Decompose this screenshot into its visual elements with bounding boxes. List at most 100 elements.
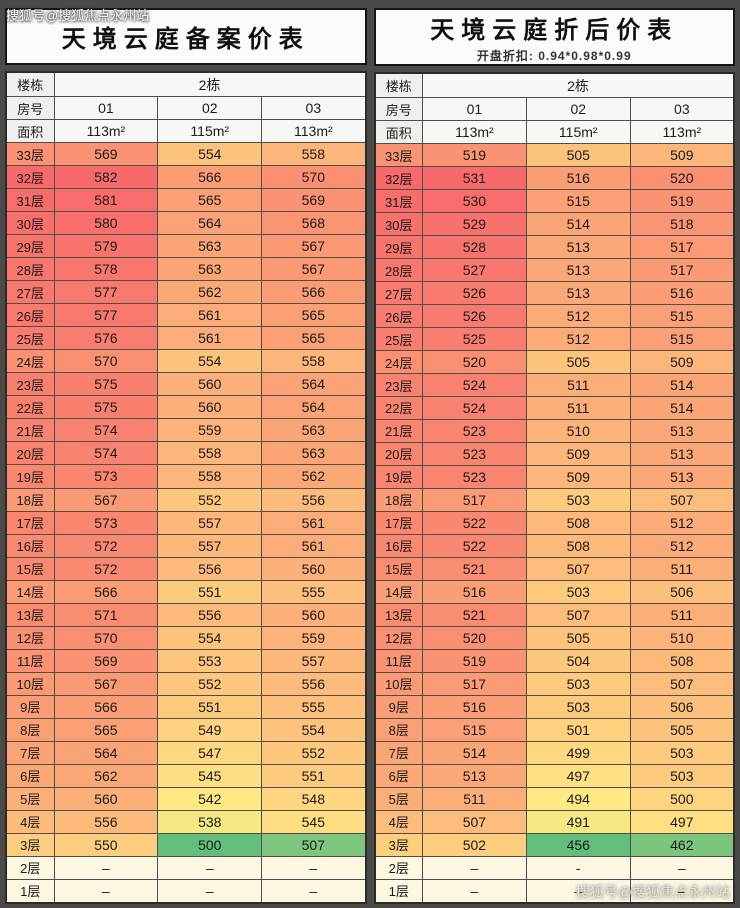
floor-row: 7层 564 547 552 <box>5 740 366 765</box>
price-cell: 582 <box>53 165 159 190</box>
floor-row: 11层 569 553 557 <box>5 648 366 673</box>
price-cell: 506 <box>629 579 735 604</box>
price-cell: 560 <box>157 372 263 397</box>
price-cell: 507 <box>422 809 527 834</box>
floor-label-cell: 7层 <box>374 740 423 765</box>
price-cell: 554 <box>157 625 263 650</box>
price-cell: 527 <box>422 258 527 283</box>
price-grid: 楼栋 2栋 房号 01 02 03 面积 113m² 115m² 113m² 33层 569 554 55… <box>5 71 367 904</box>
price-cell: 526 <box>422 304 527 329</box>
floor-row: 18层 567 552 556 <box>5 487 366 512</box>
price-cell: 559 <box>157 418 263 443</box>
price-cell: 531 <box>422 166 527 191</box>
price-cell: 523 <box>422 464 527 489</box>
price-cell: 556 <box>261 671 366 696</box>
price-cell: 513 <box>525 258 631 283</box>
price-cell: 573 <box>53 464 159 489</box>
price-cell: 513 <box>422 763 527 788</box>
floor-label-cell: 19层 <box>374 464 423 489</box>
price-cell: 497 <box>525 763 631 788</box>
table-discounted-prices: 天境云庭折后价表 开盘折扣: 0.94*0.98*0.99 楼栋 2栋 房号 01 02… <box>373 8 735 904</box>
price-cell: 513 <box>525 235 631 260</box>
floor-label-cell: 27层 <box>5 280 55 305</box>
price-cell: 523 <box>422 441 527 466</box>
price-cell: 572 <box>53 533 159 558</box>
price-cell: 562 <box>157 280 263 305</box>
floor-row: 17层 522 508 512 <box>374 510 735 535</box>
floor-row: 9层 566 551 555 <box>5 694 366 719</box>
floor-row: 2层 – – – <box>5 855 366 880</box>
price-cell: 542 <box>157 786 263 811</box>
floor-row: 7层 514 499 503 <box>374 740 735 765</box>
floor-label-cell: 24层 <box>374 350 423 375</box>
price-cell: 522 <box>422 533 527 558</box>
floor-row: 14层 566 551 555 <box>5 579 366 604</box>
price-cell: 572 <box>53 556 159 581</box>
floor-label-cell: 33层 <box>5 142 55 167</box>
recorded-title-box: 天境云庭备案价表 <box>5 8 367 65</box>
floor-label-cell: 22层 <box>374 396 423 420</box>
floor-row: 25层 576 561 565 <box>5 326 366 351</box>
floor-row: 24层 570 554 558 <box>5 349 366 374</box>
floor-label-cell: 15层 <box>374 556 423 581</box>
price-cell: 511 <box>629 556 735 581</box>
floor-row: 19层 573 558 562 <box>5 464 366 489</box>
price-cell: 503 <box>525 487 631 512</box>
price-cell: 566 <box>261 280 366 305</box>
header-label-building: 楼栋 <box>5 71 55 98</box>
price-grid-body: 楼栋 2栋 房号 01 02 03 面积 113m² 115m² 113m² 33层 569 554 55… <box>5 71 366 904</box>
price-cell: 517 <box>629 235 735 260</box>
floor-row: 1层 – – – <box>5 878 366 904</box>
floor-label-cell: 21层 <box>374 418 423 443</box>
price-cell: 514 <box>422 740 527 765</box>
floor-label-cell: 15层 <box>5 556 55 581</box>
price-cell: 551 <box>157 579 263 604</box>
floor-row: 29层 579 563 567 <box>5 234 366 259</box>
area-cell: 115m² <box>157 119 263 144</box>
price-cell: 564 <box>261 395 366 420</box>
floor-row: 22层 575 560 564 <box>5 395 366 420</box>
price-cell: 511 <box>422 786 527 811</box>
floor-row: 13层 571 556 560 <box>5 602 366 627</box>
floor-row: 18层 517 503 507 <box>374 487 735 512</box>
price-cell: 512 <box>525 327 631 352</box>
price-cell: 564 <box>53 740 159 765</box>
price-cell: 560 <box>53 786 159 811</box>
floor-label-cell: 9层 <box>374 694 423 719</box>
price-cell: 528 <box>422 235 527 260</box>
price-cell: 520 <box>422 350 527 375</box>
floor-row: 31层 530 515 519 <box>374 189 735 214</box>
price-cell: 512 <box>629 533 735 558</box>
price-cell: 548 <box>261 786 366 811</box>
price-cell: 519 <box>422 648 527 673</box>
price-cell: 509 <box>525 464 631 489</box>
price-cell: 499 <box>525 740 631 765</box>
price-cell: 515 <box>629 327 735 352</box>
header-label-room: 房号 <box>5 96 55 121</box>
floor-label-cell: 25层 <box>374 327 423 352</box>
floor-row: 6层 513 497 503 <box>374 763 735 788</box>
price-cell: 510 <box>629 625 735 650</box>
price-cell: 502 <box>422 832 527 857</box>
floor-label-cell: 2层 <box>5 855 55 880</box>
price-cell: 555 <box>261 579 366 604</box>
price-cell: 574 <box>53 418 159 443</box>
price-cell: 547 <box>157 740 263 765</box>
price-cell: 503 <box>525 694 631 719</box>
price-cell: 513 <box>525 281 631 306</box>
floor-label-cell: 22层 <box>5 395 55 420</box>
price-cell: 517 <box>629 258 735 283</box>
price-cell: – <box>525 878 631 904</box>
floor-row: 11层 519 504 508 <box>374 648 735 673</box>
header-row-rooms: 房号 01 02 03 <box>374 97 735 122</box>
floor-label-cell: 21层 <box>5 418 55 443</box>
price-cell: 565 <box>261 326 366 351</box>
price-cell: 523 <box>422 418 527 443</box>
price-cell: 556 <box>157 556 263 581</box>
price-cell: 574 <box>53 441 159 466</box>
floor-row: 12层 570 554 559 <box>5 625 366 650</box>
price-cell: 491 <box>525 809 631 834</box>
price-cell: 511 <box>629 602 735 627</box>
floor-label-cell: 1层 <box>374 878 423 904</box>
floor-row: 25层 525 512 515 <box>374 327 735 352</box>
